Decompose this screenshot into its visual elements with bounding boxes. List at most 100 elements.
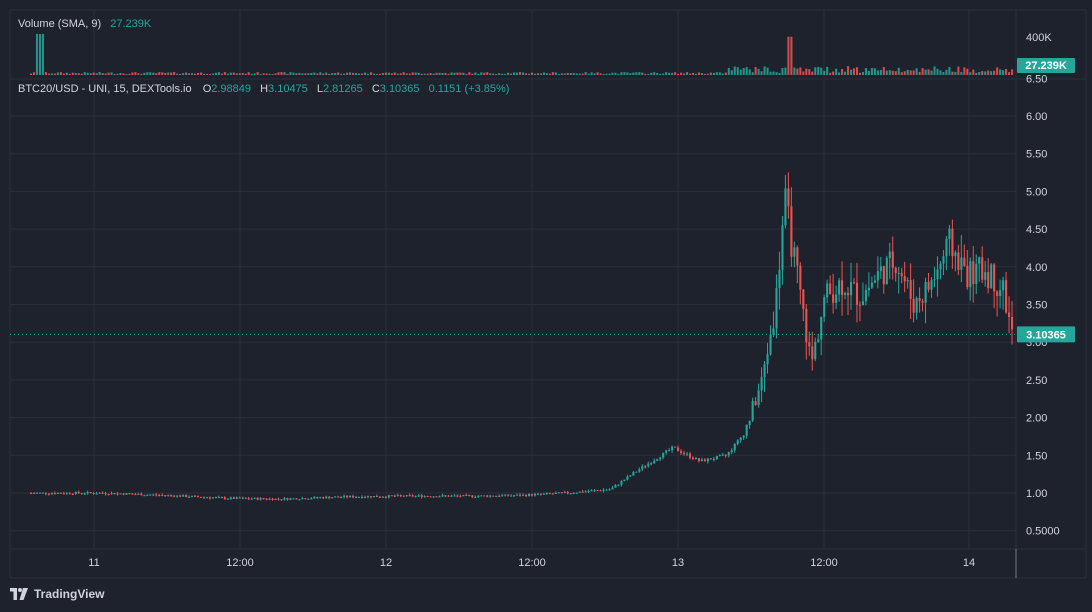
symbol-title[interactable]: BTC20/USD - UNI, 15, DEXTools.io — [18, 83, 192, 95]
price-tick-label: 3.50 — [1026, 300, 1047, 312]
candle-body — [53, 493, 56, 495]
volume-bar — [65, 72, 68, 75]
volume-bar — [399, 73, 402, 75]
volume-bar — [495, 73, 498, 75]
candle-body — [214, 497, 217, 499]
candle-body — [295, 498, 298, 500]
volume-bar — [417, 72, 420, 75]
price-legend[interactable]: BTC20/USD - UNI, 15, DEXTools.io O2.9884… — [18, 83, 509, 95]
candle-body — [811, 346, 814, 360]
volume-bar — [793, 67, 796, 75]
candle-body — [596, 490, 599, 492]
volume-bar — [948, 66, 951, 75]
candle-body — [110, 492, 113, 495]
volume-bar — [1011, 69, 1014, 75]
candle-body — [152, 494, 155, 496]
volume-bar — [274, 73, 277, 75]
candle-body — [691, 457, 695, 459]
candle-body — [360, 496, 364, 498]
volume-bar — [414, 72, 417, 75]
volume-bar — [569, 73, 572, 75]
volume-bar — [718, 72, 721, 75]
candle-body — [545, 493, 548, 495]
volume-bar — [349, 72, 352, 75]
candle-body — [611, 487, 614, 490]
volume-bar — [882, 66, 885, 75]
volume-bar — [519, 72, 522, 75]
volume-legend[interactable]: Volume (SMA, 9) 27.239K — [18, 18, 151, 30]
candle-body — [352, 495, 355, 498]
volume-bar — [620, 72, 623, 75]
candle-body — [826, 283, 829, 298]
volume-bar — [253, 73, 256, 75]
volume-bar — [823, 70, 826, 75]
candle-body — [891, 251, 894, 268]
volume-bar — [903, 71, 906, 75]
time-axis[interactable]: 11 12:00 12 12:00 13 12:00 14 — [88, 557, 975, 569]
volume-axis[interactable]: 400K 27.239K — [1017, 32, 1075, 73]
volume-bar — [742, 68, 745, 75]
volume-bar — [763, 66, 766, 75]
candle-body — [119, 493, 122, 495]
volume-bar — [107, 72, 110, 75]
high-label: H — [260, 83, 269, 95]
volume-bar — [760, 71, 763, 75]
candle-body — [861, 301, 865, 306]
tradingview-brand[interactable]: TradingView — [10, 584, 104, 604]
volume-bar — [602, 73, 605, 75]
volume-bar — [492, 73, 495, 75]
volume-bar — [259, 73, 262, 75]
volume-bar — [584, 72, 587, 75]
volume-bar — [453, 72, 456, 75]
candle-body — [363, 497, 367, 499]
candle-body — [745, 425, 748, 436]
volume-bar — [220, 73, 223, 75]
volume-bar — [861, 71, 865, 75]
volume-bar — [226, 73, 229, 75]
volume-bar — [435, 72, 438, 75]
volume-bar — [289, 72, 292, 75]
volume-bar — [572, 72, 575, 75]
volume-bar — [906, 69, 909, 75]
volume-bar — [999, 69, 1002, 75]
candle-body — [802, 289, 805, 309]
candle-body — [823, 297, 826, 317]
volume-bar — [396, 73, 399, 75]
volume-bar — [957, 66, 960, 75]
volume-bar — [170, 72, 173, 75]
candle-body — [161, 495, 164, 497]
candle-body — [289, 498, 292, 500]
volume-bar — [360, 73, 364, 75]
candle-body — [688, 453, 692, 458]
candle-body — [566, 492, 569, 494]
candle-body — [942, 256, 945, 264]
volume-bar — [271, 73, 274, 75]
candle-body — [378, 496, 381, 498]
volume-current-badge — [1017, 58, 1075, 73]
open-value: 2.98849 — [211, 83, 252, 95]
candle-body — [706, 458, 709, 462]
volume-bar — [41, 33, 45, 75]
candle-body — [522, 494, 525, 496]
volume-bar — [468, 72, 471, 75]
volume-bar — [724, 72, 727, 75]
volume-bar — [784, 67, 787, 75]
volume-bar — [778, 72, 781, 75]
candle-body — [179, 495, 182, 497]
candle-body — [533, 493, 537, 496]
volume-bar — [143, 72, 146, 75]
candle-body — [987, 272, 990, 289]
candle-body — [405, 495, 408, 497]
price-tick-label: 5.00 — [1026, 186, 1047, 198]
price-axis[interactable]: 6.506.005.505.004.504.003.503.002.502.00… — [1017, 73, 1075, 538]
volume-bar — [787, 36, 790, 75]
volume-bar — [420, 73, 423, 75]
candle-body — [608, 489, 611, 491]
candle-body — [548, 493, 551, 495]
volume-bar — [960, 71, 963, 75]
volume-bar — [405, 73, 408, 75]
volume-bar — [557, 73, 560, 75]
candle-body — [694, 458, 698, 460]
